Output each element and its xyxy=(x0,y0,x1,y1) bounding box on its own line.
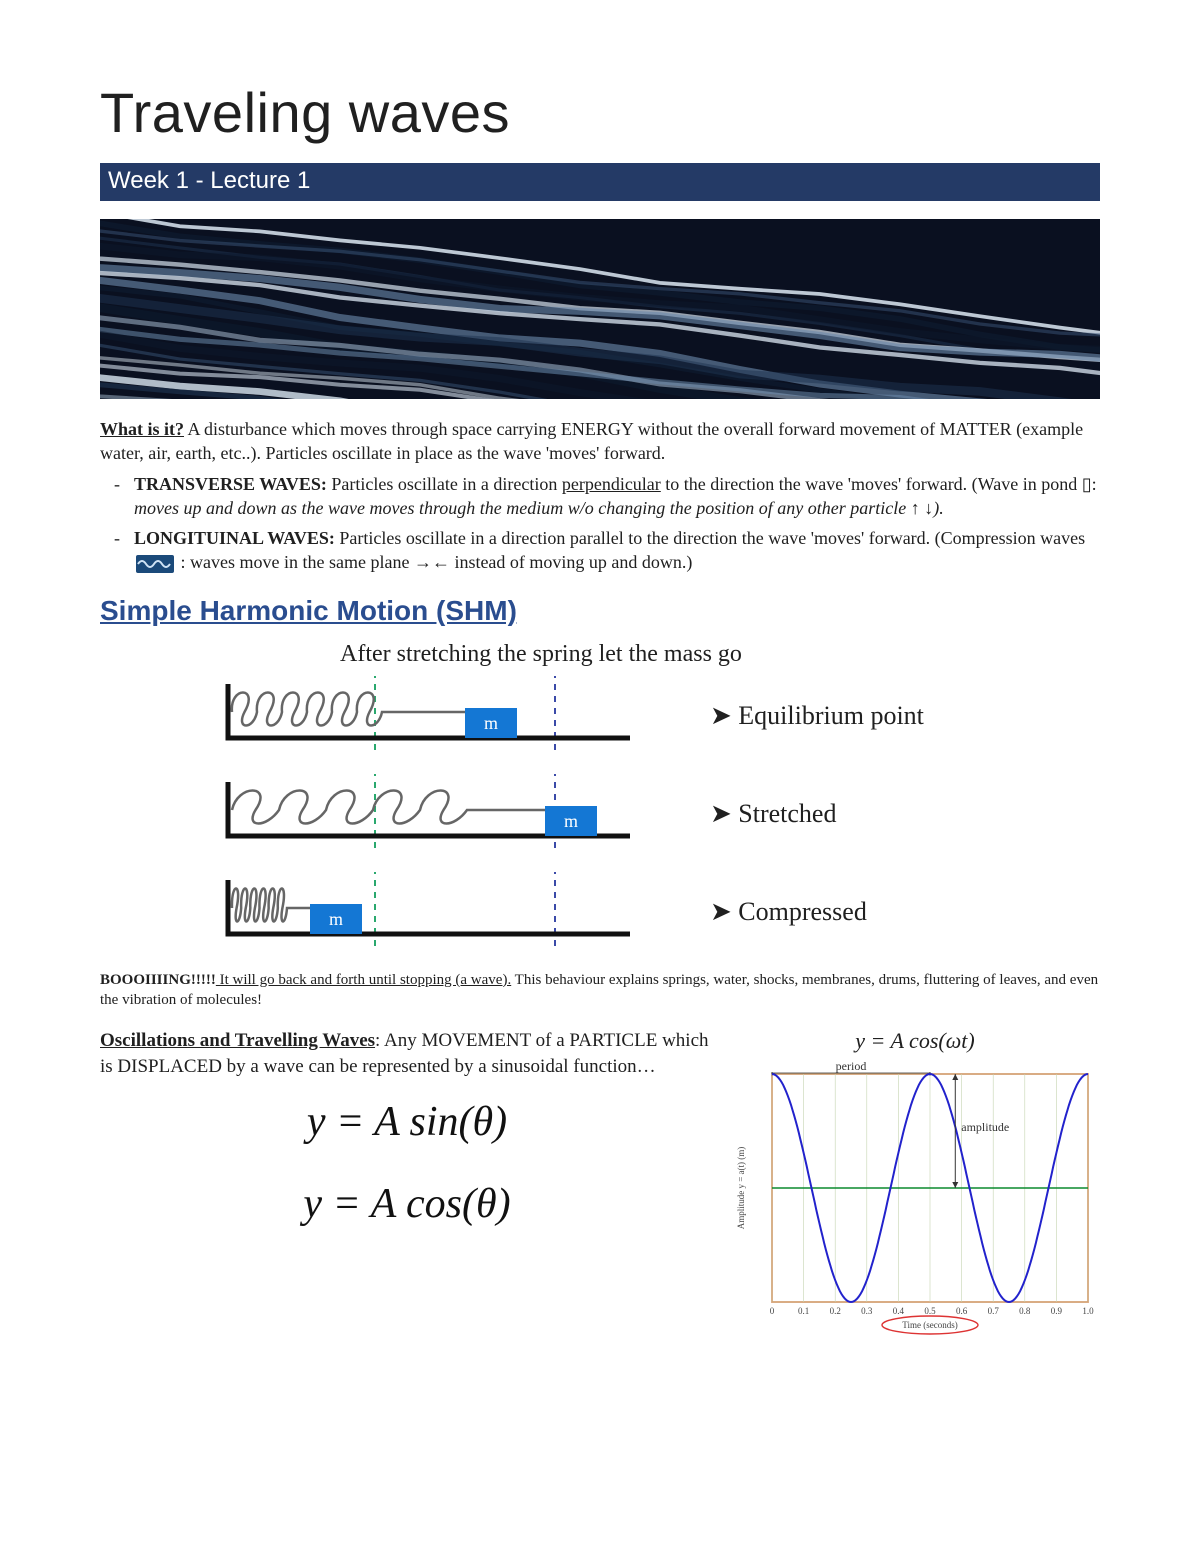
oscillations-block: Oscillations and Travelling Waves: Any M… xyxy=(100,1028,714,1341)
svg-text:0.5: 0.5 xyxy=(924,1306,936,1316)
svg-text:0.2: 0.2 xyxy=(830,1306,841,1316)
svg-text:0.1: 0.1 xyxy=(798,1306,809,1316)
def1-arrows: →← xyxy=(414,552,450,572)
svg-text:m: m xyxy=(564,811,578,831)
def0-end: ). xyxy=(933,498,944,518)
list-item: LONGITUINAL WAVES: Particles oscillate i… xyxy=(134,526,1100,575)
shm-figure: After stretching the spring let the mass… xyxy=(210,641,1080,952)
svg-text:m: m xyxy=(484,713,498,733)
banner-image xyxy=(100,219,1100,399)
def0-arrows: ↑ ↓ xyxy=(911,498,934,518)
def1-mid: : waves move in the same plane xyxy=(176,552,414,572)
svg-text:Amplitude y = a(t) (m): Amplitude y = a(t) (m) xyxy=(736,1147,746,1230)
shm-row: m ➤ Compressed xyxy=(210,872,1080,952)
formula-cos: y = A cos(θ) xyxy=(100,1180,714,1228)
svg-text:1.0: 1.0 xyxy=(1082,1306,1094,1316)
page-title: Traveling waves xyxy=(100,80,1100,145)
term-longitudinal: LONGITUINAL WAVES: xyxy=(134,528,335,548)
intro-paragraph: What is it? A disturbance which moves th… xyxy=(100,417,1100,466)
section-heading-shm: Simple Harmonic Motion (SHM) xyxy=(100,595,1100,627)
svg-text:0.6: 0.6 xyxy=(956,1306,968,1316)
shm-caption: After stretching the spring let the mass… xyxy=(340,641,1080,668)
def0-underlined: perpendicular xyxy=(562,474,661,494)
boooing-paragraph: BOOOIIIING!!!!! It will go back and fort… xyxy=(100,970,1100,1011)
def1-end: instead of moving up and down.) xyxy=(450,552,692,572)
intro-body: A disturbance which moves through space … xyxy=(100,419,1083,463)
list-item: TRANSVERSE WAVES: Particles oscillate in… xyxy=(134,472,1100,521)
cosine-chart: y = A cos(ωt) period amplitude 0 0.1 0.2 0.3 0… xyxy=(730,1028,1100,1341)
svg-text:0.7: 0.7 xyxy=(988,1306,1000,1316)
boooing-shout: BOOOIIIING!!!!! xyxy=(100,972,216,988)
svg-text:0: 0 xyxy=(770,1306,775,1316)
def0-italic: moves up and down as the wave moves thro… xyxy=(134,498,911,518)
svg-text:period: period xyxy=(836,1059,867,1073)
oscillations-lead: Oscillations and Travelling Waves xyxy=(100,1030,375,1051)
shm-row: m ➤ Stretched xyxy=(210,774,1080,854)
boooing-underlined: It will go back and forth until stopping… xyxy=(216,972,511,988)
svg-text:Time (seconds): Time (seconds) xyxy=(902,1320,957,1330)
compression-wave-icon xyxy=(136,555,174,573)
shm-row-label: ➤ Equilibrium point xyxy=(710,701,924,731)
intro-lead: What is it? xyxy=(100,419,184,439)
svg-text:0.4: 0.4 xyxy=(893,1306,905,1316)
definitions-list: TRANSVERSE WAVES: Particles oscillate in… xyxy=(134,472,1100,575)
chart-title: y = A cos(ωt) xyxy=(730,1028,1100,1054)
svg-text:m: m xyxy=(329,909,343,929)
formula-sin: y = A sin(θ) xyxy=(100,1098,714,1146)
subtitle-bar: Week 1 - Lecture 1 xyxy=(100,163,1100,201)
def1-pre: Particles oscillate in a direction paral… xyxy=(335,528,1085,548)
svg-text:0.3: 0.3 xyxy=(861,1306,873,1316)
term-transverse: TRANSVERSE WAVES: xyxy=(134,474,327,494)
def0-mid: to the direction the wave 'moves' forwar… xyxy=(661,474,1097,494)
svg-text:0.9: 0.9 xyxy=(1051,1306,1063,1316)
svg-text:amplitude: amplitude xyxy=(961,1120,1009,1134)
def0-pre: Particles oscillate in a direction xyxy=(327,474,562,494)
shm-row-label: ➤ Stretched xyxy=(710,799,836,829)
shm-row: m ➤ Equilibrium point xyxy=(210,676,1080,756)
svg-text:0.8: 0.8 xyxy=(1019,1306,1031,1316)
shm-row-label: ➤ Compressed xyxy=(710,897,867,927)
